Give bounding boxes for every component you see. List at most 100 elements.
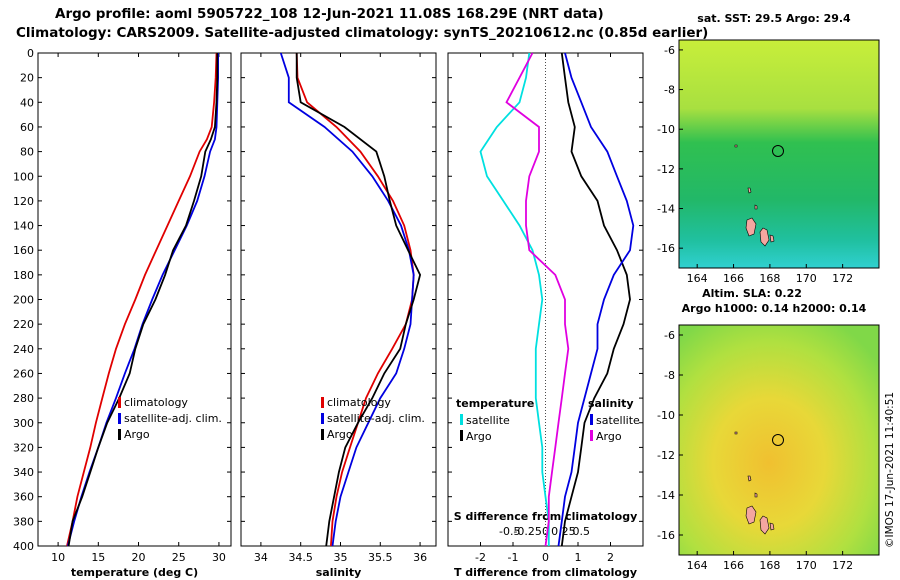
temperature-xtick-label: 15 xyxy=(91,551,105,564)
temperature-panel: 0 20 40 60 80 100 120 140 160 180 200 220 240 260 280 3… xyxy=(13,47,232,579)
sla-map-ytick-label: -6 xyxy=(664,329,675,342)
difference-xtick-label: 1 xyxy=(575,551,582,564)
salinity-legend-label: satellite-adj. clim. xyxy=(327,412,425,425)
depth-tick-label: 380 xyxy=(13,515,34,528)
sla-map-xtick-label: 168 xyxy=(759,559,780,572)
legend-label: satellite xyxy=(466,414,510,427)
salinity-xtick-label: 36 xyxy=(413,551,427,564)
salinity-series-satellite-adj-clim- xyxy=(279,52,415,547)
depth-tick-label: 60 xyxy=(20,121,34,134)
depth-tick-label: 360 xyxy=(13,491,34,504)
sst-map-frame xyxy=(678,39,880,269)
sla-map-ytick-label: -14 xyxy=(657,489,675,502)
figure-title-line1: Argo profile: aoml 5905722_108 12-Jun-20… xyxy=(55,6,604,22)
temperature-legend-label: Argo xyxy=(124,428,150,441)
depth-tick-label: 120 xyxy=(13,195,34,208)
temperature-xtick-label: 20 xyxy=(132,551,146,564)
sst-map-ytick-label: -10 xyxy=(657,123,675,136)
salinity-panel: 34 34.5 35 35.5 36 salinity climatology satelli… xyxy=(240,52,437,579)
sst-argo-location-marker xyxy=(772,145,784,157)
sst-map-xtick-label: 164 xyxy=(687,272,708,285)
difference-xtick-label: 2 xyxy=(607,551,614,564)
salinity-legend-label: Argo xyxy=(327,428,353,441)
s-tick-label: 0 xyxy=(542,525,549,538)
s-tick-label: 0.5 xyxy=(573,525,591,538)
sst-map-ytick-label: -8 xyxy=(664,84,675,97)
sla-map-ytick-label: -12 xyxy=(657,449,675,462)
depth-tick-label: 280 xyxy=(13,392,34,405)
difference-series-t-satellite xyxy=(479,52,550,546)
sla-map-ytick-label: -16 xyxy=(657,529,675,542)
legend-temperature-title: temperature xyxy=(456,397,534,410)
legend-swatch xyxy=(460,414,463,425)
legend-swatch xyxy=(460,430,463,441)
depth-tick-label: 220 xyxy=(13,318,34,331)
sst-map-ytick-label: -6 xyxy=(664,44,675,57)
depth-tick-label: 240 xyxy=(13,343,34,356)
depth-tick-label: 20 xyxy=(20,72,34,85)
temperature-series-argo xyxy=(67,53,219,547)
difference-xtick-label: -2 xyxy=(475,551,486,564)
temperature-xtick-label: 25 xyxy=(172,551,186,564)
sst-map-field xyxy=(679,40,879,268)
sla-map-xtick-label: 170 xyxy=(796,559,817,572)
salinity-xtick-label: 35.5 xyxy=(368,551,393,564)
sla-map-panel: Altim. SLA: 0.22 Argo h1000: 0.14 h2000:… xyxy=(657,287,880,572)
depth-tick-label: 260 xyxy=(13,367,34,380)
sla-map-frame xyxy=(678,324,880,556)
legend-swatch xyxy=(590,430,593,441)
legend-label: Argo xyxy=(596,430,622,443)
salinity-axes-frame xyxy=(240,52,437,547)
sst-map-ytick-label: -12 xyxy=(657,163,675,176)
difference-panel: -2 -1 0 1 2 T difference from climatology S di… xyxy=(447,52,644,579)
difference-series-t-argo xyxy=(560,52,631,547)
sst-map-xtick-label: 166 xyxy=(723,272,744,285)
depth-tick-label: 160 xyxy=(13,244,34,257)
temperature-series-climatology xyxy=(66,52,218,547)
sst-map-xtick-label: 170 xyxy=(796,272,817,285)
difference-xtick-label: -1 xyxy=(508,551,519,564)
sst-map-xtick-label: 168 xyxy=(759,272,780,285)
figure-title-line2: Climatology: CARS2009. Satellite-adjuste… xyxy=(16,25,709,41)
depth-tick-label: 180 xyxy=(13,269,34,282)
sla-map-subtitle: Argo h1000: 0.14 h2000: 0.14 xyxy=(682,302,867,315)
depth-tick-label: 80 xyxy=(20,146,34,159)
difference-xtick-label: 0 xyxy=(542,551,549,564)
temperature-legend-label: satellite-adj. clim. xyxy=(124,412,222,425)
temperature-xlabel: temperature (deg C) xyxy=(71,566,198,579)
sst-map-title: sat. SST: 29.5 Argo: 29.4 xyxy=(697,12,851,25)
depth-tick-label: 300 xyxy=(13,417,34,430)
sst-map-panel: sat. SST: 29.5 Argo: 29.4 164 166 168 170 17… xyxy=(657,12,880,285)
temperature-legend-label: climatology xyxy=(124,396,188,409)
salinity-xtick-label: 34 xyxy=(254,551,268,564)
difference-series-s-satellite xyxy=(557,52,635,547)
temperature-legend-swatch xyxy=(118,397,121,408)
depth-tick-label: 140 xyxy=(13,220,34,233)
depth-tick-label: 100 xyxy=(13,170,34,183)
s-tick-label: -0.25 xyxy=(513,525,541,538)
temperature-xtick-label: 10 xyxy=(51,551,65,564)
legend-label: satellite xyxy=(596,414,640,427)
temperature-xtick-label: 30 xyxy=(212,551,226,564)
depth-tick-label: 400 xyxy=(13,540,34,553)
legend-label: Argo xyxy=(466,430,492,443)
sla-map-field xyxy=(679,325,879,555)
salinity-legend-swatch xyxy=(321,429,324,440)
depth-tick-label: 200 xyxy=(13,294,34,307)
sla-map-islands xyxy=(734,431,775,535)
legend-salinity-title: salinity xyxy=(588,397,634,410)
salinity-xtick-label: 35 xyxy=(333,551,347,564)
sst-map-islands xyxy=(734,144,775,247)
sla-map-ytick-label: -8 xyxy=(664,369,675,382)
salinity-xlabel: salinity xyxy=(316,566,362,579)
depth-tick-label: 0 xyxy=(27,47,34,60)
sla-argo-location-marker xyxy=(772,434,784,446)
depth-tick-label: 340 xyxy=(13,466,34,479)
sst-map-ytick-label: -16 xyxy=(657,242,675,255)
sla-map-xtick-label: 164 xyxy=(687,559,708,572)
sst-map-xtick-label: 172 xyxy=(832,272,853,285)
sla-map-xtick-label: 172 xyxy=(832,559,853,572)
temperature-legend-swatch xyxy=(118,429,121,440)
sla-map-ytick-label: -10 xyxy=(657,409,675,422)
